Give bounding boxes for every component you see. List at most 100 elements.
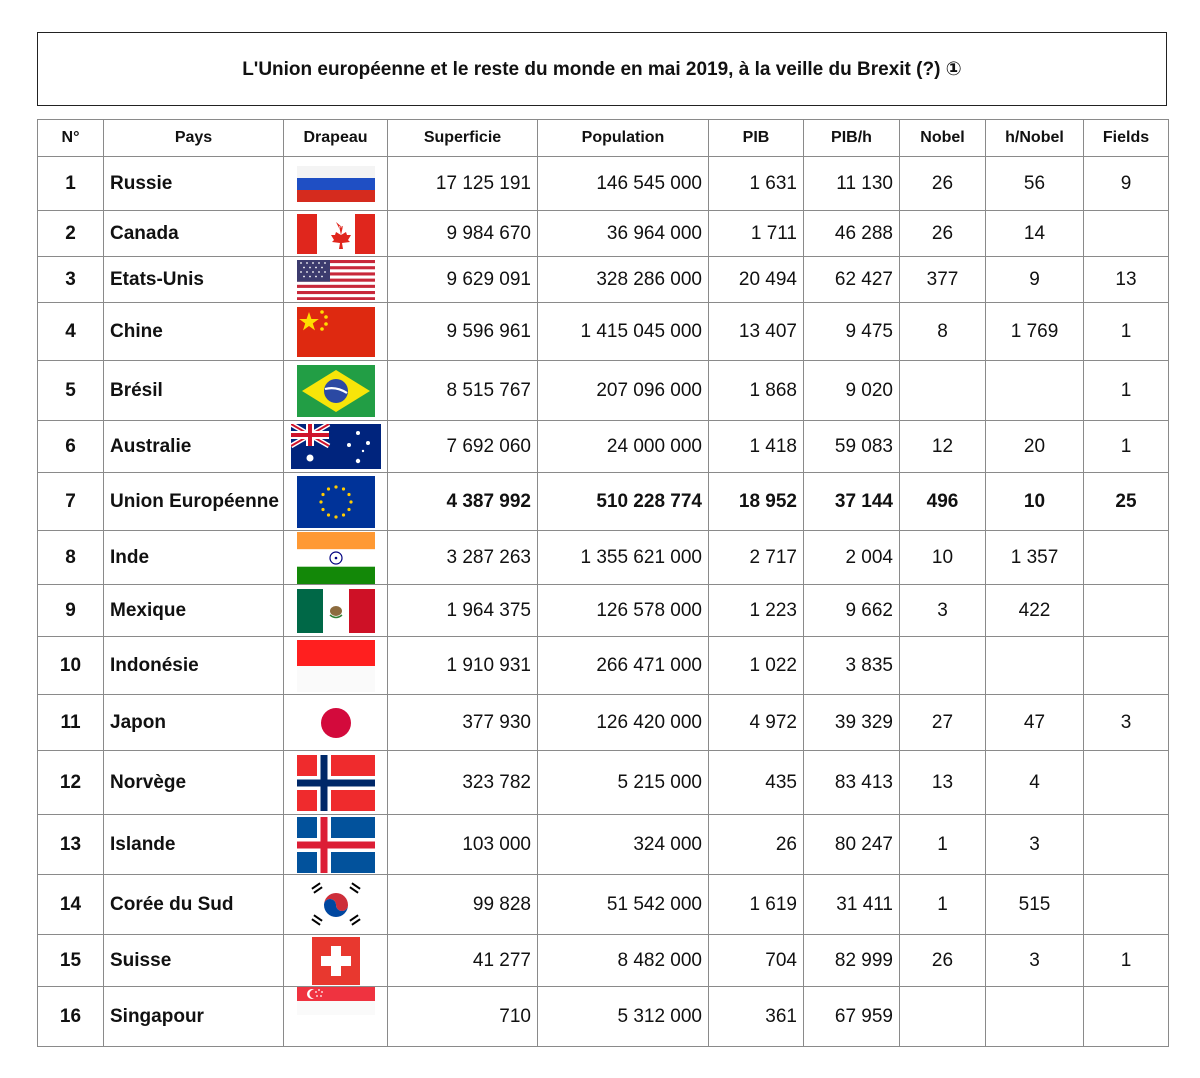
table-row: 2 Canada 9 984 670 36 964 000 1 711 46 288 26 1…	[37, 210, 1169, 257]
superficie-cell: 41 277	[387, 934, 538, 987]
flag-cell	[283, 750, 388, 815]
row-number: 5	[37, 360, 104, 421]
pibh-cell: 83 413	[803, 750, 900, 815]
nobel-cell: 1	[899, 814, 986, 875]
hnobel-cell: 1 769	[985, 302, 1084, 361]
flag-cell	[283, 210, 388, 257]
superficie-cell: 9 596 961	[387, 302, 538, 361]
iceland-flag-icon	[296, 816, 375, 873]
pibh-cell: 59 083	[803, 420, 900, 473]
country-name: Corée du Sud	[103, 874, 284, 935]
superficie-cell: 103 000	[387, 814, 538, 875]
hnobel-cell: 20	[985, 420, 1084, 473]
nobel-cell: 8	[899, 302, 986, 361]
country-table: N° Pays Drapeau Superficie Population PI…	[37, 119, 1169, 1047]
pib-cell: 13 407	[708, 302, 804, 361]
row-number: 7	[37, 472, 104, 531]
pibh-cell: 46 288	[803, 210, 900, 257]
pibh-cell: 9 662	[803, 584, 900, 637]
population-cell: 8 482 000	[537, 934, 709, 987]
brazil-flag-icon	[296, 364, 375, 417]
india-flag-icon	[296, 531, 375, 584]
population-cell: 5 215 000	[537, 750, 709, 815]
row-number: 10	[37, 636, 104, 695]
fields-cell: 9	[1083, 156, 1169, 211]
flag-cell	[283, 934, 388, 987]
pib-cell: 26	[708, 814, 804, 875]
hnobel-cell	[985, 360, 1084, 421]
population-cell: 146 545 000	[537, 156, 709, 211]
row-number: 6	[37, 420, 104, 473]
superficie-cell: 3 287 263	[387, 530, 538, 585]
superficie-cell: 377 930	[387, 694, 538, 751]
population-cell: 36 964 000	[537, 210, 709, 257]
hnobel-cell	[985, 636, 1084, 695]
pibh-cell: 82 999	[803, 934, 900, 987]
fields-cell	[1083, 584, 1169, 637]
pibh-cell: 31 411	[803, 874, 900, 935]
header-cell: h/Nobel	[985, 119, 1084, 157]
nobel-cell: 496	[899, 472, 986, 531]
table-row: 12 Norvège 323 782 5 215 000 435 83 413 13 4	[37, 750, 1169, 815]
fields-cell	[1083, 874, 1169, 935]
header-cell: Population	[537, 119, 709, 157]
superficie-cell: 323 782	[387, 750, 538, 815]
flag-cell	[283, 302, 388, 361]
row-number: 14	[37, 874, 104, 935]
flag-cell	[283, 814, 388, 875]
table-row: 15 Suisse 41 277 8 482 000 704 82 999 26 3 1	[37, 934, 1169, 987]
pib-cell: 4 972	[708, 694, 804, 751]
flag-cell	[283, 694, 388, 751]
pib-cell: 20 494	[708, 256, 804, 303]
superficie-cell: 4 387 992	[387, 472, 538, 531]
table-row: 16 Singapour 710 5 312 000 361 67 959	[37, 986, 1169, 1047]
nobel-cell: 12	[899, 420, 986, 473]
population-cell: 207 096 000	[537, 360, 709, 421]
fields-cell	[1083, 814, 1169, 875]
header-cell: Pays	[103, 119, 284, 157]
pibh-cell: 3 835	[803, 636, 900, 695]
country-name: Canada	[103, 210, 284, 257]
header-cell: Drapeau	[283, 119, 388, 157]
population-cell: 24 000 000	[537, 420, 709, 473]
country-name: Japon	[103, 694, 284, 751]
superficie-cell: 710	[387, 986, 538, 1047]
superficie-cell: 9 629 091	[387, 256, 538, 303]
header-cell: N°	[37, 119, 104, 157]
population-cell: 126 578 000	[537, 584, 709, 637]
table-row: 5 Brésil 8 515 767 207 096 000 1 868 9 020 1	[37, 360, 1169, 421]
table-row: 9 Mexique 1 964 375 126 578 000 1 223 9 662 3 4…	[37, 584, 1169, 637]
nobel-cell: 26	[899, 156, 986, 211]
row-number: 13	[37, 814, 104, 875]
flag-cell	[283, 420, 388, 473]
country-name: Etats-Unis	[103, 256, 284, 303]
fields-cell: 25	[1083, 472, 1169, 531]
superficie-cell: 9 984 670	[387, 210, 538, 257]
hnobel-cell	[985, 986, 1084, 1047]
population-cell: 1 415 045 000	[537, 302, 709, 361]
south-korea-flag-icon	[305, 880, 366, 929]
nobel-cell: 26	[899, 934, 986, 987]
flag-cell	[283, 472, 388, 531]
fields-cell: 1	[1083, 360, 1169, 421]
header-cell: Fields	[1083, 119, 1169, 157]
fields-cell: 1	[1083, 420, 1169, 473]
population-cell: 1 355 621 000	[537, 530, 709, 585]
superficie-cell: 99 828	[387, 874, 538, 935]
pibh-cell: 67 959	[803, 986, 900, 1047]
table-row: 4 Chine 9 596 961 1 415 045 000 13 407 9 475 8…	[37, 302, 1169, 361]
australia-flag-icon	[290, 424, 381, 469]
row-number: 9	[37, 584, 104, 637]
row-number: 8	[37, 530, 104, 585]
flag-cell	[283, 986, 388, 1047]
population-cell: 266 471 000	[537, 636, 709, 695]
flag-cell	[283, 530, 388, 585]
country-name: Australie	[103, 420, 284, 473]
header-cell: Nobel	[899, 119, 986, 157]
pib-cell: 18 952	[708, 472, 804, 531]
hnobel-cell: 3	[985, 934, 1084, 987]
pib-cell: 2 717	[708, 530, 804, 585]
pibh-cell: 9 475	[803, 302, 900, 361]
flag-cell	[283, 874, 388, 935]
pib-cell: 435	[708, 750, 804, 815]
